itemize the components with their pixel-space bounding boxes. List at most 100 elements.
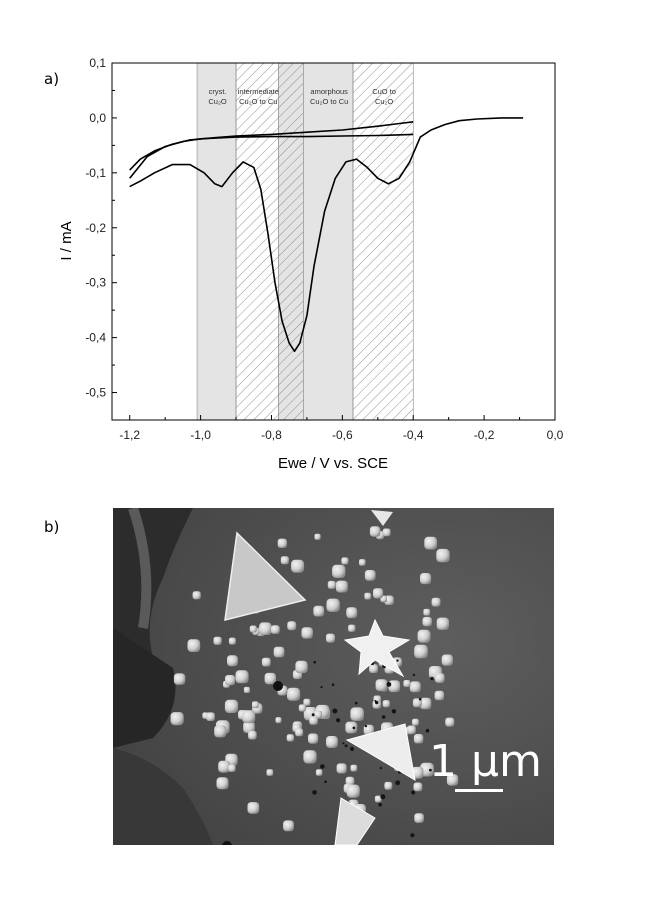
cu2o-particle — [434, 673, 445, 683]
cu2o-particle — [326, 736, 338, 748]
dark-speck — [429, 768, 432, 772]
cv-curve-0 — [129, 117, 524, 353]
cu2o-particle — [287, 621, 297, 631]
cu2o-particle — [173, 673, 186, 685]
cu2o-particle — [417, 629, 431, 643]
region-label: Cu₂O to Cu — [239, 97, 277, 106]
dark-speck — [430, 676, 434, 681]
cu2o-particle — [388, 680, 401, 693]
cu2o-particle — [242, 710, 256, 724]
plot-frame — [111, 62, 556, 421]
dark-speck — [425, 728, 430, 733]
dark-speck — [412, 673, 416, 677]
triangular-crystal — [345, 723, 416, 781]
sem-background — [113, 508, 554, 845]
cu2o-particle — [409, 681, 421, 693]
dark-region — [113, 748, 213, 845]
cu2o-particle — [248, 730, 257, 740]
cu2o-particle — [277, 538, 287, 548]
dark-speck — [381, 715, 386, 719]
cu2o-particle — [315, 769, 323, 776]
triangular-crystal — [334, 797, 376, 845]
cu2o-particle — [412, 718, 419, 726]
cu2o-particle — [308, 733, 319, 744]
region-label: Cu₂O — [208, 97, 226, 106]
hatched-region-2 — [278, 63, 304, 420]
cu2o-particle — [403, 680, 411, 687]
cu2o-particle — [301, 627, 313, 639]
cu2o-particle — [446, 774, 459, 786]
cu2o-particle — [369, 526, 381, 537]
dark-speck — [342, 742, 345, 745]
dark-speck — [396, 659, 399, 662]
dark-speck — [311, 713, 315, 717]
cu2o-particle — [264, 672, 276, 685]
cu2o-particle — [261, 657, 271, 667]
dark-speck — [378, 802, 382, 807]
cv-curve-2 — [129, 133, 414, 179]
cu2o-particle — [283, 820, 294, 832]
cu2o-particle — [314, 533, 321, 540]
x-tick-label: -0,4 — [403, 428, 424, 442]
cu2o-particle — [414, 813, 424, 823]
dark-speck — [313, 660, 316, 664]
y-tick-label: -0,4 — [85, 331, 106, 345]
cu2o-particle — [228, 764, 236, 772]
cu2o-particle — [422, 616, 432, 627]
dark-speck — [380, 794, 386, 800]
cu2o-particle — [441, 654, 453, 666]
panel-a-label: a) — [44, 70, 60, 88]
shaded-region-0 — [197, 63, 237, 420]
cu2o-particle — [252, 701, 259, 709]
cu2o-particle — [187, 639, 201, 652]
cu2o-particle — [326, 633, 335, 643]
cu2o-particle — [266, 769, 274, 776]
cu2o-particle — [420, 573, 432, 585]
y-axis-title: I / mA — [58, 221, 75, 260]
cu2o-particle — [280, 556, 289, 565]
cu2o-particle — [303, 698, 311, 706]
y-tick-label: -0,1 — [85, 166, 106, 180]
cu2o-particle — [363, 724, 374, 735]
region-label: cryst. — [209, 87, 227, 96]
x-tick-label: -1,2 — [119, 428, 140, 442]
cu2o-particle — [228, 637, 236, 645]
dark-speck — [324, 780, 327, 783]
cu2o-particle — [332, 564, 346, 578]
bright-edge — [128, 508, 152, 629]
region-label: Cu₂O to Cu — [310, 97, 348, 106]
x-tick-label: -0,2 — [474, 428, 495, 442]
dark-speck — [331, 683, 335, 686]
x-tick-label: -0,8 — [261, 428, 282, 442]
cu2o-particle — [206, 712, 215, 721]
cu2o-particle — [424, 536, 438, 550]
cu2o-particle — [372, 700, 381, 709]
triangular-crystal — [224, 531, 307, 621]
cu2o-particle — [382, 528, 391, 537]
cu2o-particle — [436, 617, 449, 630]
cu2o-particle — [295, 728, 304, 737]
cu2o-particle — [382, 700, 390, 708]
cu2o-particle — [369, 664, 378, 673]
cu2o-particle — [275, 717, 282, 724]
cu2o-particle — [170, 712, 184, 726]
dark-speck — [364, 724, 368, 728]
cu2o-particle — [412, 698, 422, 708]
cu2o-particle — [436, 548, 450, 563]
dark-speck — [312, 790, 317, 795]
cu2o-particle — [227, 655, 238, 667]
cv-curve-1 — [129, 121, 414, 171]
cu2o-particle — [218, 760, 231, 773]
cu2o-particle — [243, 721, 255, 733]
y-tick-label: -0,5 — [85, 386, 106, 400]
cu2o-particle — [423, 608, 431, 616]
cu2o-particle — [345, 776, 355, 786]
cu2o-particle — [413, 734, 424, 744]
cu2o-particle — [350, 764, 358, 772]
cu2o-particle — [431, 597, 441, 607]
star-crystal — [343, 618, 411, 678]
panel-b-label: b) — [44, 518, 60, 536]
cu2o-particle — [364, 570, 376, 581]
cu2o-particle — [273, 646, 285, 658]
